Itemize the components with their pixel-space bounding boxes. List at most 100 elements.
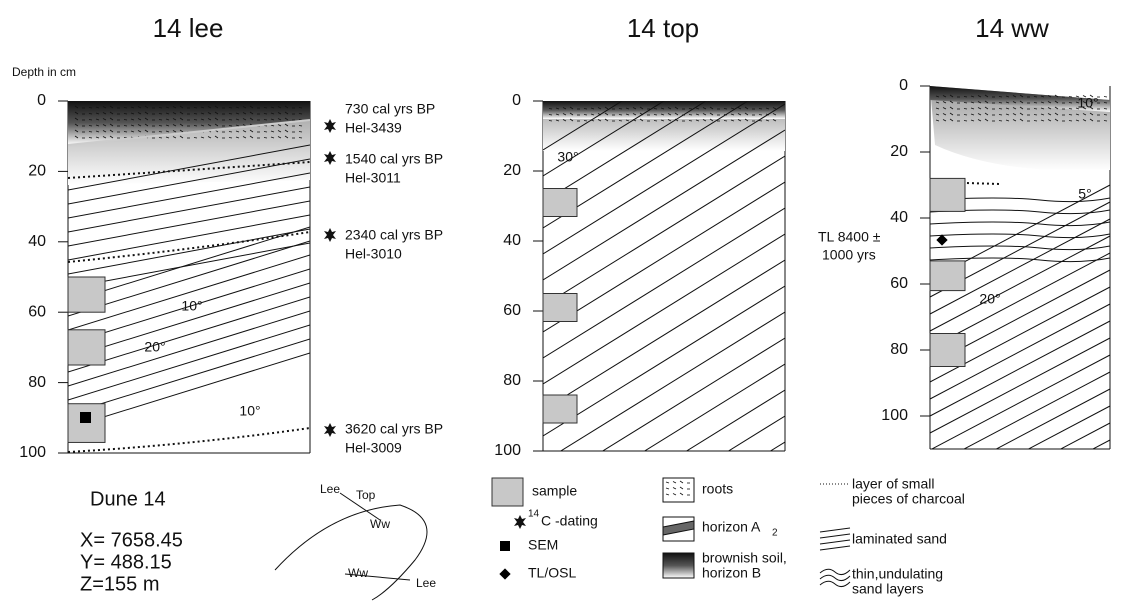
stratum-line: [124, 132, 127, 133]
legend-label: pieces of charcoal: [852, 491, 965, 507]
sketch-label: Ww: [348, 566, 368, 580]
stratum-line: [930, 372, 1110, 467]
stratum-line: [759, 121, 762, 122]
dip-angle: 10°: [181, 298, 202, 314]
stratum-line: [68, 229, 310, 274]
y-tick-label: 60: [28, 303, 46, 320]
dating-lab: Hel-3439: [345, 120, 402, 136]
profile-title: 14 ww: [975, 13, 1049, 43]
sketch-curve: [275, 505, 427, 600]
legend-label: SEM: [528, 537, 558, 553]
strata: [930, 86, 1110, 552]
legend-sup: 14: [528, 509, 540, 520]
undulating-icon: [820, 581, 850, 586]
dip-angle: 30°: [557, 149, 578, 165]
stratum-line: [159, 138, 162, 139]
stratum-line: [964, 121, 967, 122]
y-tick-label: 40: [503, 232, 521, 249]
stratum-line: [820, 546, 850, 550]
stratum-line: [930, 440, 1110, 535]
stratum-line: [930, 406, 1110, 501]
stratum-line: [264, 138, 267, 139]
strata: [543, 0, 785, 602]
stratum-line: [999, 109, 1002, 110]
stratum-line: [759, 109, 762, 110]
stratum-line: [299, 108, 302, 109]
stratum-line: [930, 389, 1110, 484]
stratum-line: [68, 215, 310, 260]
stratum-line: [1069, 109, 1072, 110]
stratum-line: [1034, 109, 1037, 110]
y-tick-label: 80: [28, 374, 46, 391]
stratum-line: [89, 114, 92, 115]
stratum-line: [194, 126, 197, 127]
stratum-line: [194, 114, 197, 115]
y-tick-label: 0: [512, 92, 521, 109]
stratum-line: [159, 108, 162, 109]
tl-error: 1000 yrs: [822, 247, 876, 263]
stratum-line: [89, 120, 92, 121]
sample-box: [68, 330, 105, 365]
stratum-line: [1069, 115, 1072, 116]
y-tick-label: 60: [890, 275, 908, 292]
sample-box: [930, 261, 965, 291]
legend-label: TL/OSL: [528, 565, 576, 581]
y-tick-label: 60: [503, 302, 521, 319]
stratum-line: [930, 355, 1110, 450]
legend-label: brownish soil,: [702, 550, 787, 566]
dip-angle: 20°: [144, 339, 165, 355]
legend-label: sand layers: [852, 581, 924, 597]
stratum-line: [229, 138, 232, 139]
dating-lab: Hel-3010: [345, 246, 402, 262]
legend-label: horizon B: [702, 565, 761, 581]
undulating-icon: [820, 575, 850, 580]
dating-star: [324, 228, 336, 242]
stratum-line: [89, 126, 92, 127]
sample-box: [68, 404, 105, 443]
y-tick-label: 80: [503, 372, 521, 389]
stratum-line: [229, 126, 232, 127]
profile-title: 14 top: [627, 13, 699, 43]
stratum-line: [299, 138, 302, 139]
stratum-line: [654, 121, 657, 122]
sketch-label: Lee: [320, 482, 340, 496]
stratum-line: [1104, 121, 1107, 122]
stratum-line: [1034, 121, 1037, 122]
y-tick-label: 20: [890, 143, 908, 160]
stratum-line: [820, 534, 850, 538]
dating-age: 730 cal yrs BP: [345, 101, 435, 117]
sample-box: [930, 178, 965, 211]
dating-star: [514, 515, 526, 529]
site-coord: X= 7658.45: [80, 529, 183, 551]
stratum-line: [549, 109, 552, 110]
stratum-line: [999, 115, 1002, 116]
stratum-line: [654, 109, 657, 110]
stratum-line: [194, 120, 197, 121]
stratum-line: [159, 132, 162, 133]
stratum-line: [1034, 115, 1037, 116]
stratum-line: [68, 201, 310, 246]
undulating-icon: [820, 569, 850, 574]
y-tick-label: 100: [881, 407, 908, 424]
legend-label: sample: [532, 483, 577, 499]
figure: Depth in cm14 lee020406080100730 cal yrs…: [0, 0, 1129, 602]
dip-angle: 20°: [979, 291, 1000, 307]
dating-star: [324, 423, 336, 437]
stratum-line: [654, 115, 657, 116]
sample-box: [68, 277, 105, 312]
stratum-line: [264, 108, 267, 109]
y-tick-label: 40: [890, 209, 908, 226]
sample-box: [543, 294, 577, 322]
stratum-line: [549, 121, 552, 122]
roots-icon: [663, 478, 694, 502]
dating-star: [324, 151, 336, 165]
stratum-line: [89, 138, 92, 139]
stratum-line: [229, 108, 232, 109]
y-tick-label: 20: [28, 163, 46, 180]
stratum-line: [619, 121, 622, 122]
strata: [68, 101, 310, 452]
stratum-line: [1104, 109, 1107, 110]
legend-label: laminated sand: [852, 531, 947, 547]
stratum-line: [964, 97, 967, 98]
sample-box: [930, 334, 965, 367]
